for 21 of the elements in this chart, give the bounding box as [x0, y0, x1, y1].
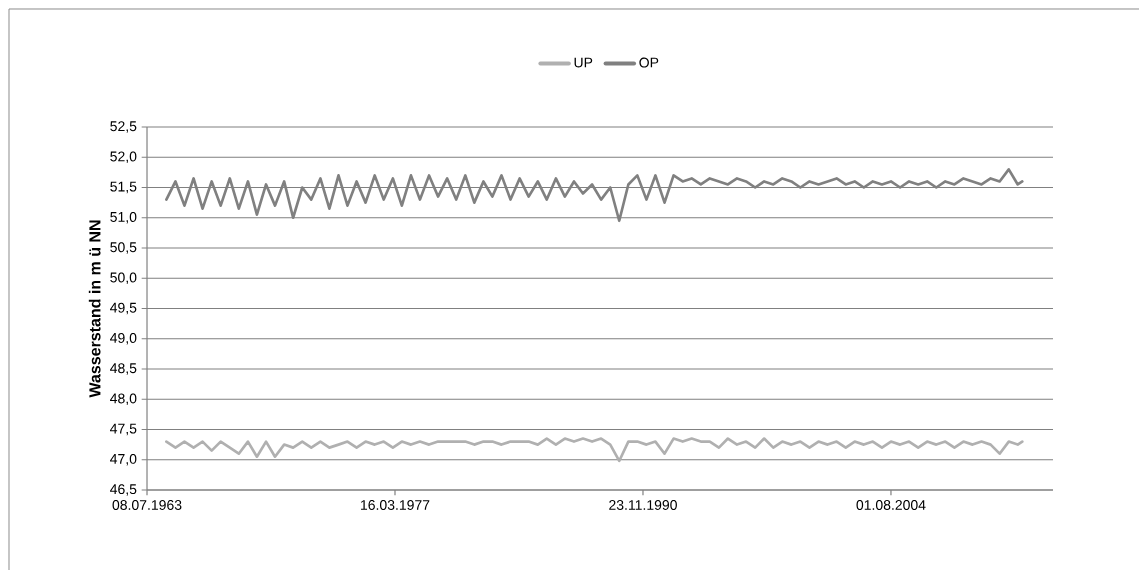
y-tick-label: 50,5	[110, 242, 137, 254]
y-axis-title: Wasserstand in m ü NN	[88, 220, 101, 398]
y-tick-label: 51,0	[110, 211, 137, 224]
x-tick-label: 01.08.2004	[856, 500, 926, 510]
y-tick-label: 49,0	[110, 332, 137, 345]
y-tick-label: 49,5	[110, 302, 137, 315]
y-tick-label: 52,5	[110, 121, 137, 133]
legend-label: OP	[639, 57, 659, 68]
y-tick-label: 51,5	[110, 181, 137, 194]
y-tick-label: 52,0	[110, 151, 137, 164]
y-tick-label: 48,0	[110, 393, 137, 406]
x-tick-label: 16.03.1977	[361, 500, 430, 510]
x-tick-label: 08.07.1963	[112, 500, 182, 510]
y-tick-label: 48,5	[110, 363, 137, 375]
y-tick-label: 50,0	[110, 272, 137, 285]
y-tick-label: 47,5	[110, 423, 137, 436]
x-tick-label: 23.11.1990	[609, 500, 677, 510]
line-series	[165, 168, 1024, 223]
y-tick-label: 46,5	[110, 484, 137, 496]
y-tick-label: 47,0	[110, 453, 137, 466]
legend-label: UP	[574, 57, 593, 68]
